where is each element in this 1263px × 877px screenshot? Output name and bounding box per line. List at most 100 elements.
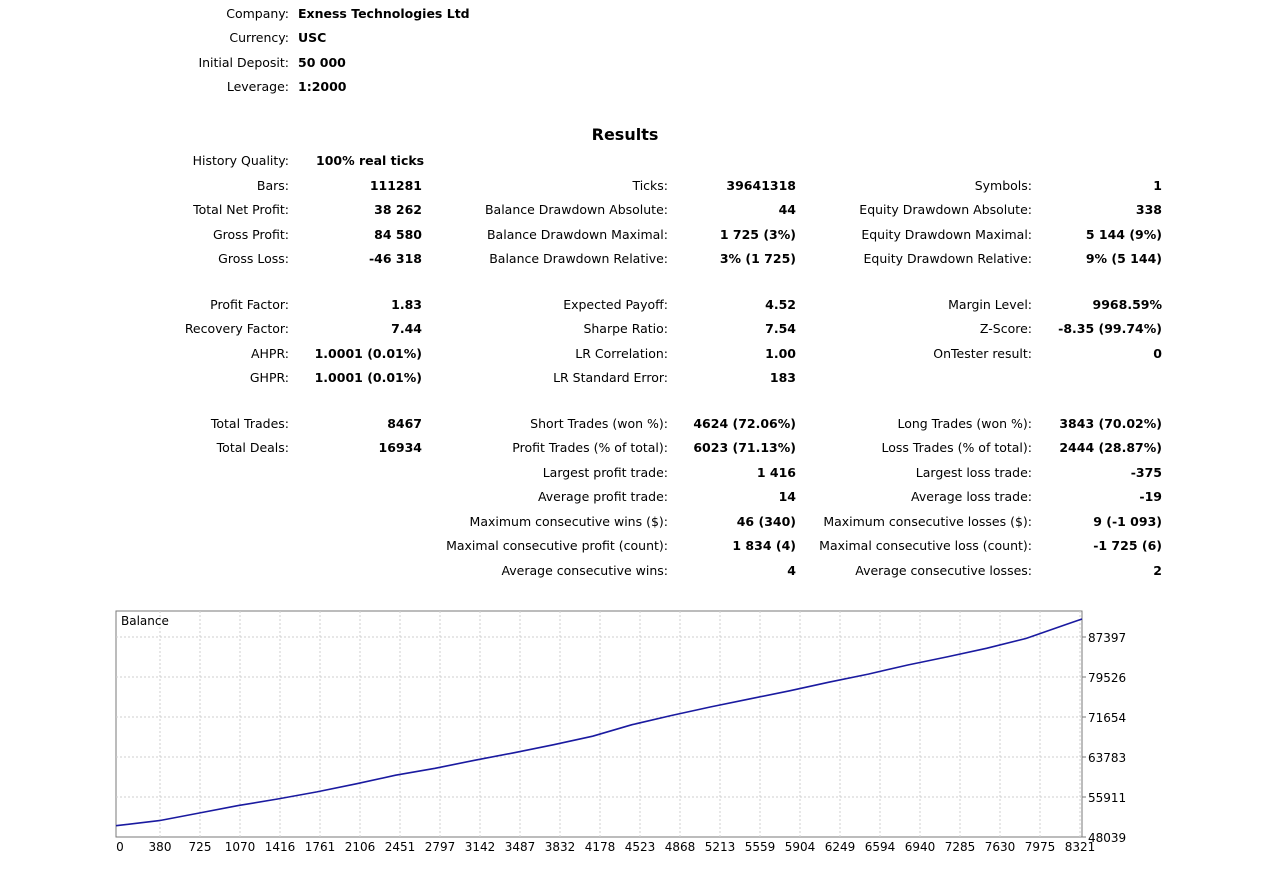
stat-label-largest-loss-trade: Largest loss trade: [915, 465, 1032, 480]
company-value: Exness Technologies Ltd [298, 6, 470, 21]
stat-value-average-loss-trade: -19 [1139, 489, 1162, 504]
x-tick-label: 3832 [545, 840, 576, 854]
stat-label-profit-trades: Profit Trades (% of total): [512, 440, 668, 455]
x-tick-label: 0 [116, 840, 124, 854]
x-tick-label: 2106 [345, 840, 376, 854]
balance-chart-svg: 0 380 725 1070 1416 1761 2106 2451 2797 3142 3487 3… [115, 610, 1126, 854]
stat-value-sharpe-ratio: 7.54 [765, 321, 796, 336]
leverage-value: 1:2000 [298, 79, 347, 94]
x-tick-label: 5559 [745, 840, 776, 854]
x-tick-label: 6594 [865, 840, 896, 854]
x-tick-label: 5904 [785, 840, 816, 854]
stat-value-max-consecutive-losses: 9 (-1 093) [1093, 514, 1162, 529]
x-tick-label: 4178 [585, 840, 616, 854]
history-quality-label: History Quality: [192, 153, 289, 168]
stat-label-lr-correlation: LR Correlation: [575, 346, 668, 361]
chart-frame [115, 610, 1083, 838]
stat-value-margin-level: 9968.59% [1092, 297, 1162, 312]
stat-value-short-trades: 4624 (72.06%) [693, 416, 796, 431]
stat-value-largest-profit-trade: 1 416 [756, 465, 796, 480]
stat-label-average-profit-trade: Average profit trade: [537, 489, 668, 504]
stat-label-balance-dd-maximal: Balance Drawdown Maximal: [486, 227, 668, 242]
stat-label-largest-profit-trade: Largest profit trade: [542, 465, 668, 480]
stat-value-average-profit-trade: 14 [778, 489, 796, 504]
stat-value-bars: 111281 [369, 178, 422, 193]
stat-label-ghpr: GHPR: [249, 370, 289, 385]
stat-value-profit-trades: 6023 (71.13%) [693, 440, 796, 455]
x-tick-label: 2797 [425, 840, 456, 854]
stat-label-max-consecutive-losses: Maximum consecutive losses ($): [823, 514, 1032, 529]
stat-value-average-consecutive-wins: 4 [787, 563, 796, 578]
y-tick-label: 87397 [1088, 631, 1126, 645]
leverage-label: Leverage: [226, 79, 289, 94]
stat-label-symbols: Symbols: [974, 178, 1032, 193]
stat-label-equity-dd-absolute: Equity Drawdown Absolute: [859, 202, 1032, 217]
stat-label-sharpe-ratio: Sharpe Ratio: [583, 321, 668, 336]
stat-value-average-consecutive-losses: 2 [1153, 563, 1162, 578]
stat-value-ontester-result: 0 [1153, 346, 1162, 361]
stat-label-long-trades: Long Trades (won %): [897, 416, 1032, 431]
stat-label-total-trades: Total Trades: [210, 416, 289, 431]
stat-label-total-deals: Total Deals: [216, 440, 289, 455]
x-tick-label: 2451 [385, 840, 416, 854]
stat-value-balance-dd-relative: 3% (1 725) [719, 251, 796, 266]
x-tick-label: 6940 [905, 840, 936, 854]
stat-value-balance-dd-maximal: 1 725 (3%) [719, 227, 796, 242]
stat-label-average-consecutive-wins: Average consecutive wins: [501, 563, 668, 578]
stat-value-expected-payoff: 4.52 [765, 297, 796, 312]
x-tick-label: 7630 [985, 840, 1016, 854]
x-tick-label: 7285 [945, 840, 976, 854]
stat-value-ahpr: 1.0001 (0.01%) [314, 346, 422, 361]
stat-label-expected-payoff: Expected Payoff: [563, 297, 668, 312]
stat-value-total-trades: 8467 [387, 416, 422, 431]
stat-value-ghpr: 1.0001 (0.01%) [314, 370, 422, 385]
balance-chart: 0 380 725 1070 1416 1761 2106 2451 2797 3142 3487 3… [0, 600, 1263, 877]
x-tick-label: 1416 [265, 840, 296, 854]
balance-series-line [115, 618, 1083, 827]
x-tick-label: 3142 [465, 840, 496, 854]
stat-label-balance-dd-relative: Balance Drawdown Relative: [489, 251, 668, 266]
x-tick-label: 6249 [825, 840, 856, 854]
y-tick-label: 79526 [1088, 671, 1126, 685]
stat-value-ticks: 39641318 [726, 178, 796, 193]
stat-label-ticks: Ticks: [632, 178, 668, 193]
stat-value-lr-standard-error: 183 [769, 370, 796, 385]
chart-title: Balance [121, 614, 169, 628]
stat-label-short-trades: Short Trades (won %): [530, 416, 668, 431]
x-tick-label: 5213 [705, 840, 736, 854]
stat-label-bars: Bars: [256, 178, 289, 193]
x-tick-label: 4868 [665, 840, 696, 854]
x-tick-label: 7975 [1025, 840, 1056, 854]
stat-label-ontester-result: OnTester result: [933, 346, 1032, 361]
history-quality-value: 100% real ticks [316, 153, 425, 168]
currency-value: USC [298, 30, 327, 45]
stat-label-maximal-consecutive-profit: Maximal consecutive profit (count): [446, 538, 668, 553]
stat-value-max-consecutive-wins: 46 (340) [736, 514, 796, 529]
stat-value-maximal-consecutive-profit: 1 834 (4) [732, 538, 796, 553]
stat-label-lr-standard-error: LR Standard Error: [553, 370, 668, 385]
stat-label-equity-dd-maximal: Equity Drawdown Maximal: [861, 227, 1032, 242]
y-tick-label: 48039 [1088, 831, 1126, 845]
company-label: Company: [226, 6, 289, 21]
stat-label-total-net-profit: Total Net Profit: [193, 202, 289, 217]
stat-value-z-score: -8.35 (99.74%) [1058, 321, 1162, 336]
x-tick-label: 1761 [305, 840, 336, 854]
stat-value-total-net-profit: 38 262 [374, 202, 422, 217]
stat-value-recovery-factor: 7.44 [391, 321, 422, 336]
y-tick-label: 71654 [1088, 711, 1126, 725]
stat-value-symbols: 1 [1153, 178, 1162, 193]
stat-label-balance-dd-absolute: Balance Drawdown Absolute: [484, 202, 668, 217]
stat-value-total-deals: 16934 [378, 440, 423, 455]
stat-label-gross-profit: Gross Profit: [212, 227, 289, 242]
stat-value-equity-dd-relative: 9% (5 144) [1085, 251, 1162, 266]
stat-value-lr-correlation: 1.00 [765, 346, 796, 361]
x-tick-label: 1070 [225, 840, 256, 854]
stat-value-loss-trades: 2444 (28.87%) [1059, 440, 1162, 455]
stat-value-equity-dd-maximal: 5 144 (9%) [1085, 227, 1162, 242]
x-tick-label: 3487 [505, 840, 536, 854]
x-tick-label: 8321 [1065, 840, 1096, 854]
stat-value-maximal-consecutive-loss: -1 725 (6) [1093, 538, 1162, 553]
initial-deposit-label: Initial Deposit: [198, 55, 289, 70]
y-tick-label: 63783 [1088, 751, 1126, 765]
y-tick-label: 55911 [1088, 791, 1126, 805]
